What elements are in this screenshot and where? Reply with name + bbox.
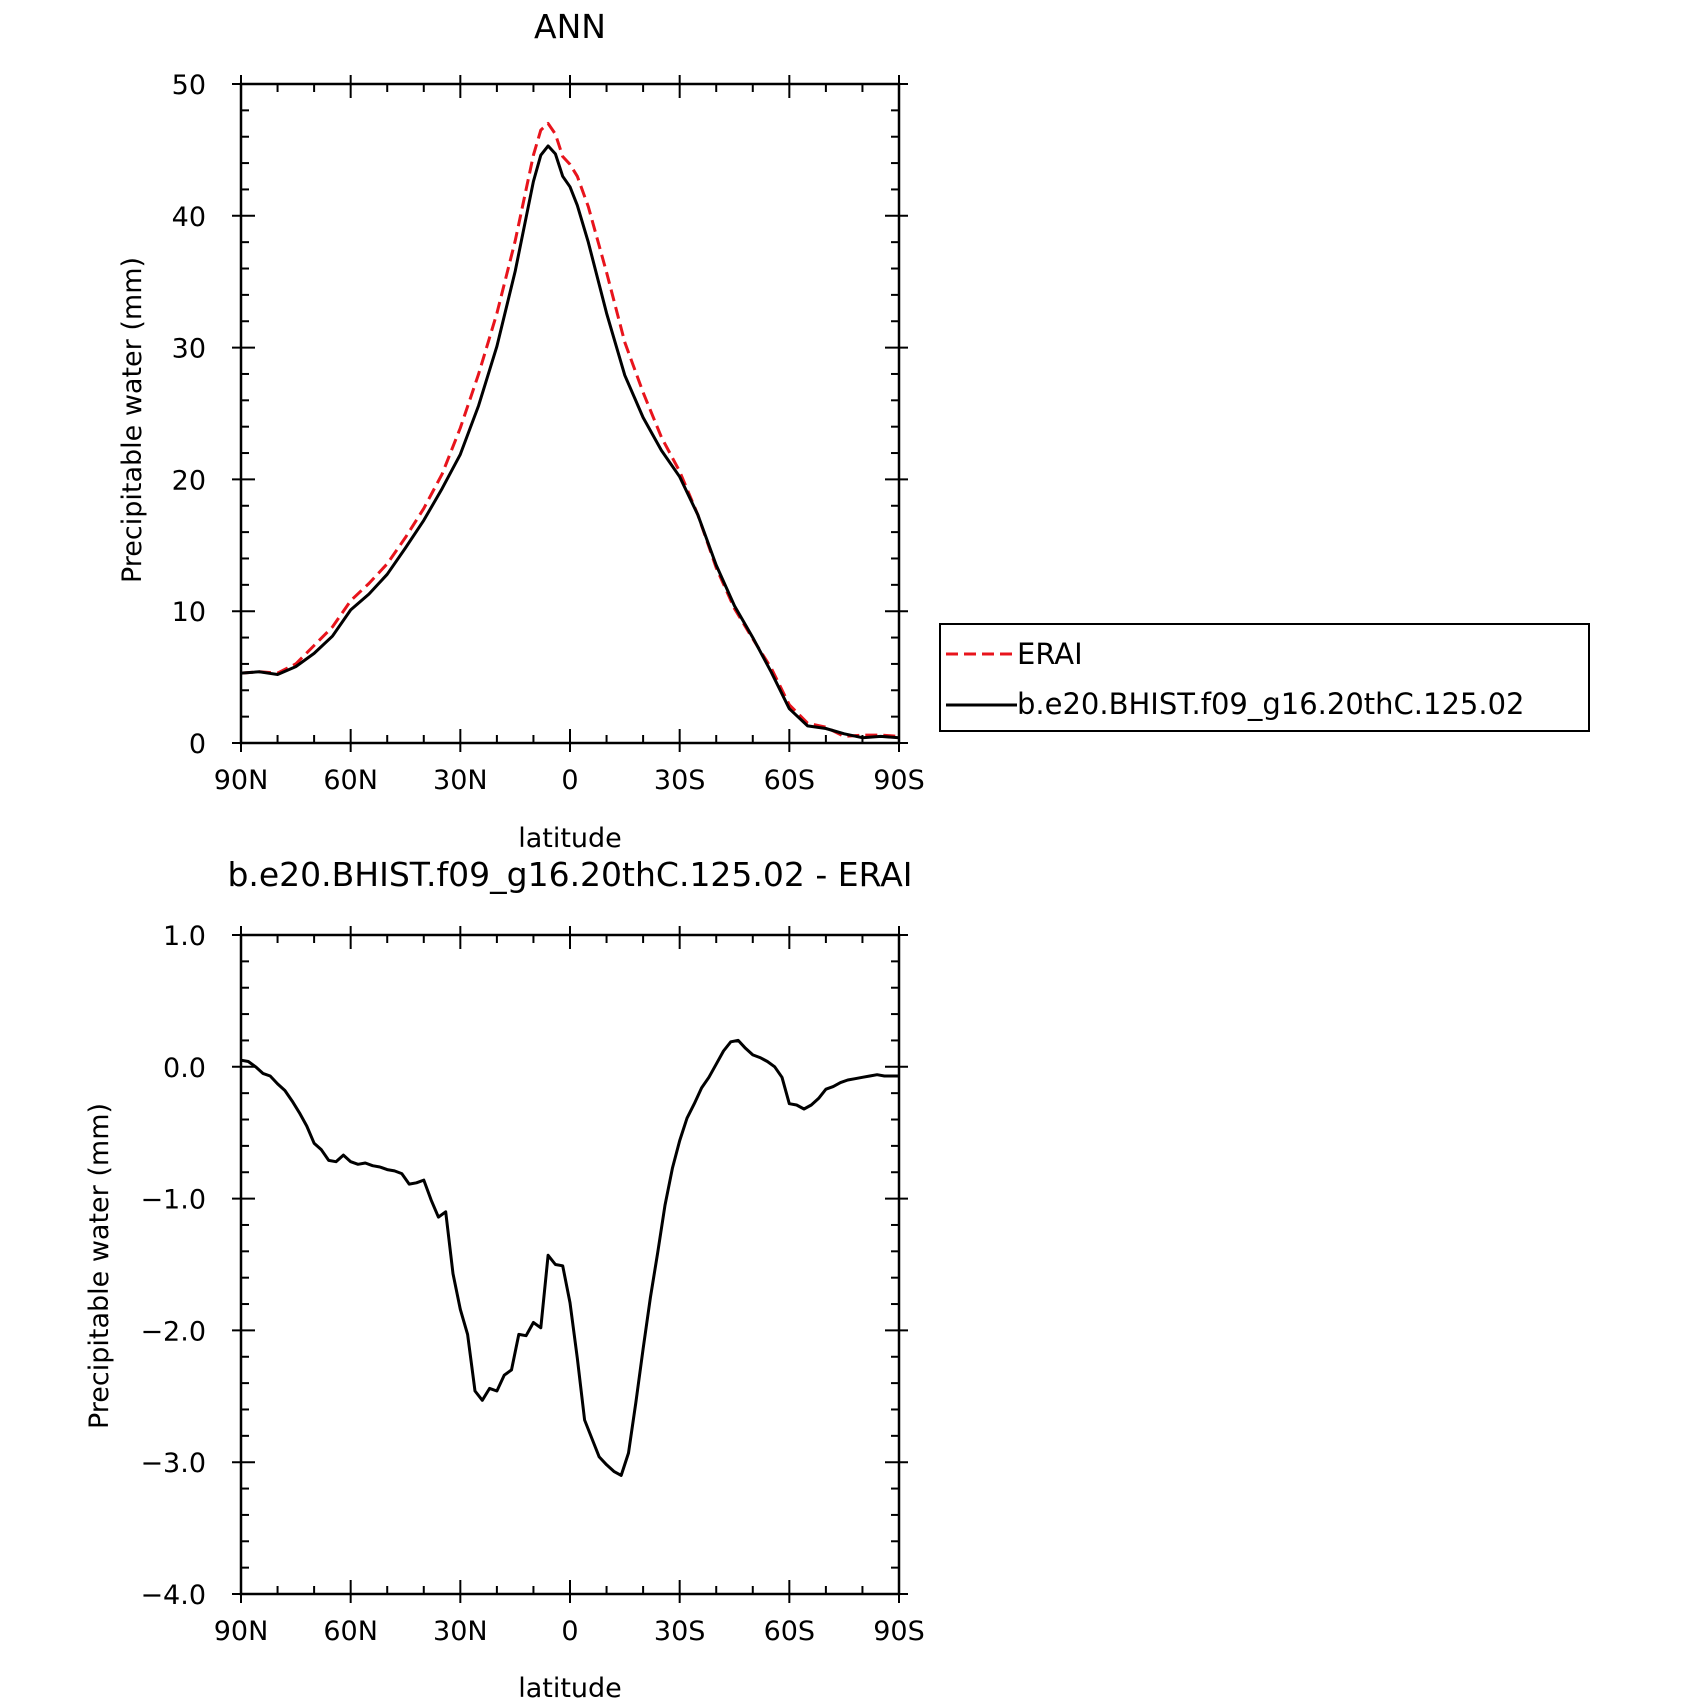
top-panel: ANN Precipitable water (mm) latitude 90N…	[117, 7, 925, 854]
y-tick-label: 0.0	[163, 1053, 206, 1084]
top-tick-labels: 90N 60N 30N 0 30S 60S 90S 0 10 20 30 40 50	[172, 70, 925, 796]
x-tick-label: 60N	[323, 1616, 378, 1647]
y-tick-label: −3.0	[140, 1448, 206, 1479]
y-tick-label: 1.0	[163, 921, 206, 952]
bottom-x-axis-label: latitude	[518, 1673, 622, 1702]
y-tick-label: −2.0	[140, 1316, 206, 1347]
top-x-axis-label: latitude	[518, 823, 622, 854]
bottom-chart-title: b.e20.BHIST.f09_g16.20thC.125.02 - ERAI	[227, 855, 912, 894]
bottom-series-line-0	[240, 1038, 899, 1477]
top-series-line-1	[240, 144, 900, 740]
top-series-line-0	[240, 122, 900, 738]
bottom-tick-labels: 90N 60N 30N 0 30S 60S 90S 1.0 0.0 −1.0 −2.0 −3.0 −4.…	[140, 921, 924, 1647]
top-series	[240, 122, 900, 740]
x-tick-label: 0	[561, 1616, 578, 1647]
y-tick-label: 20	[172, 465, 206, 496]
y-tick-label: 50	[172, 70, 206, 101]
x-tick-label: 90S	[873, 1616, 925, 1647]
x-tick-label: 30N	[433, 1616, 488, 1647]
top-chart-title: ANN	[534, 7, 606, 46]
y-tick-label: 0	[189, 729, 206, 760]
y-tick-label: 40	[172, 202, 206, 233]
x-tick-label: 90S	[873, 765, 925, 796]
legend-label-model: b.e20.BHIST.f09_g16.20thC.125.02	[1017, 687, 1524, 721]
x-tick-label: 30S	[654, 765, 706, 796]
legend: ERAI b.e20.BHIST.f09_g16.20thC.125.02	[939, 623, 1590, 732]
x-tick-label: 90N	[214, 1616, 269, 1647]
legend-label-erai: ERAI	[1017, 637, 1083, 671]
x-tick-label: 90N	[214, 765, 269, 796]
x-tick-label: 60S	[764, 1616, 816, 1647]
bottom-y-axis-label: Precipitable water (mm)	[84, 1103, 115, 1429]
x-tick-label: 60S	[764, 765, 816, 796]
x-tick-label: 30N	[433, 765, 488, 796]
y-tick-label: 10	[172, 597, 206, 628]
top-y-axis-label: Precipitable water (mm)	[117, 257, 148, 583]
top-axis-ticks	[232, 75, 908, 752]
x-tick-label: 0	[561, 765, 578, 796]
legend-box	[939, 623, 1590, 732]
bottom-axis-ticks	[232, 926, 908, 1603]
x-tick-label: 30S	[654, 1616, 706, 1647]
y-tick-label: −1.0	[140, 1185, 206, 1216]
x-tick-label: 60N	[323, 765, 378, 796]
bottom-plot-frame	[239, 933, 901, 1596]
y-tick-label: 30	[172, 334, 206, 365]
bottom-series	[240, 1038, 899, 1477]
bottom-panel: b.e20.BHIST.f09_g16.20thC.125.02 - ERAI …	[84, 855, 925, 1702]
top-plot-frame	[239, 82, 901, 745]
y-tick-label: −4.0	[140, 1580, 206, 1611]
